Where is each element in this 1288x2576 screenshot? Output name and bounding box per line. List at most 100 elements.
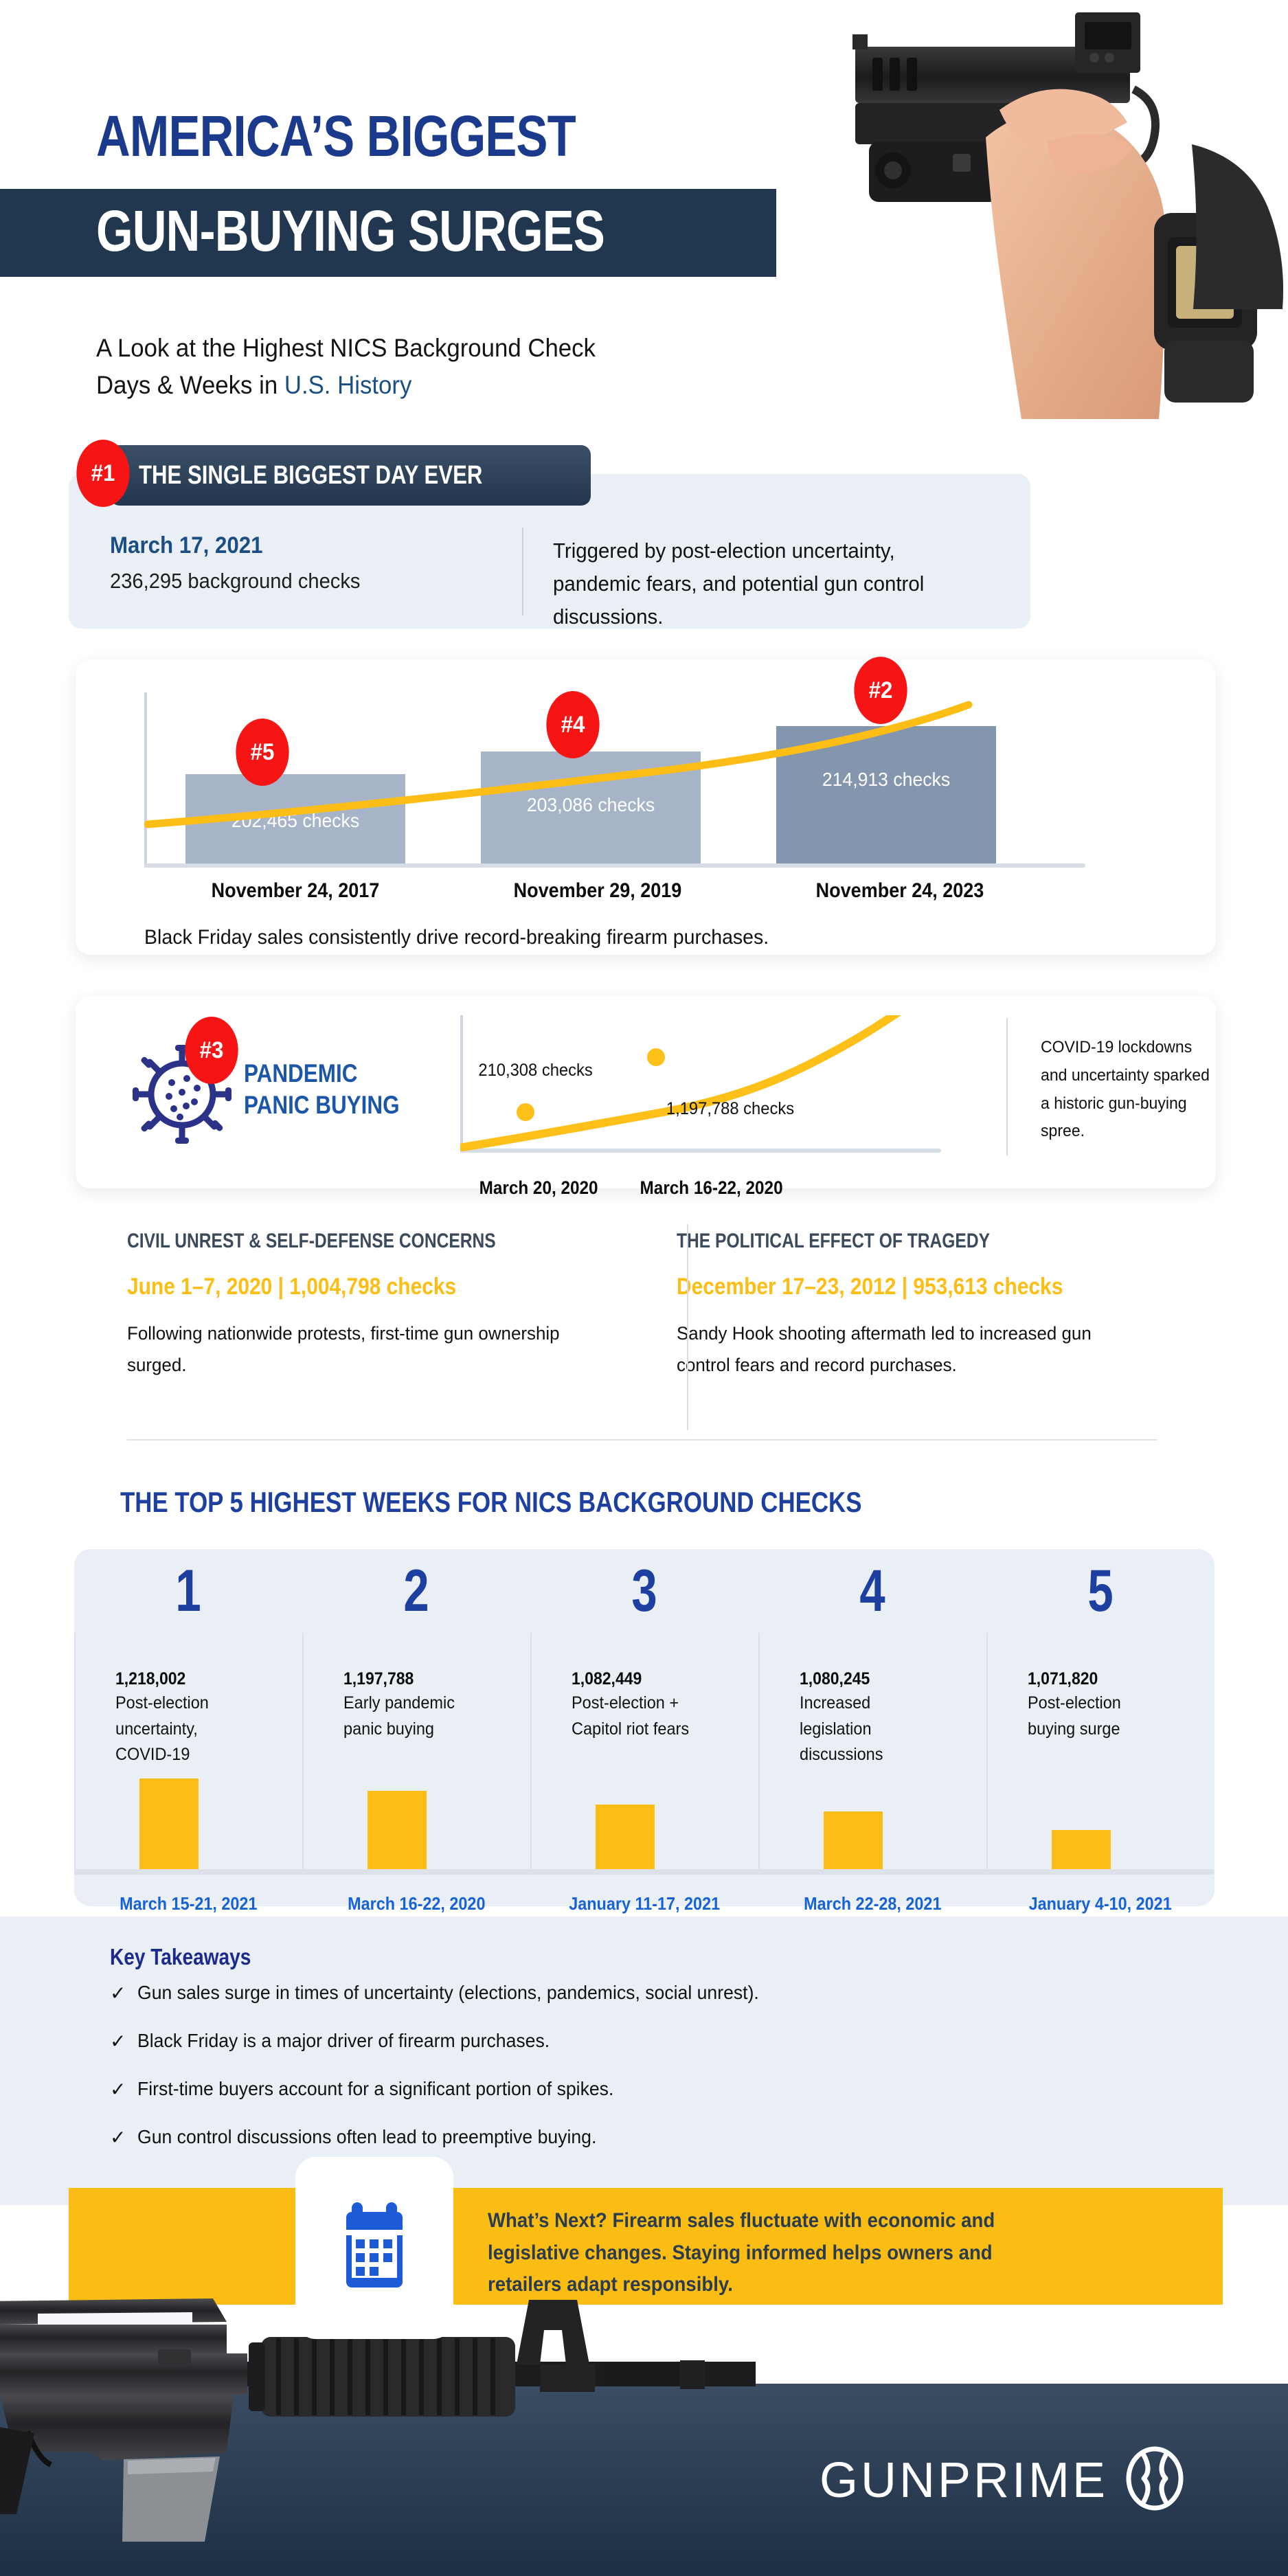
x-month-1: March 15-21,: [119, 1893, 222, 1914]
biggest-day-date: March 17, 2021: [110, 532, 263, 558]
pandemic-value-2: 1,197,788 checks: [666, 1099, 795, 1118]
rank-badge-1: #1: [76, 440, 130, 507]
top5-column-2: 2 1,197,788 Early pandemic panic buying: [302, 1549, 530, 1906]
column-divider: [530, 1633, 532, 1875]
check-icon: ✓: [110, 2079, 126, 2100]
ar15-rifle-photo: [0, 2287, 975, 2542]
civil-unrest-heading: CIVIL UNREST & SELF-DEFENSE CONCERNS: [127, 1230, 496, 1252]
pandemic-line: [460, 1015, 901, 1151]
handgun-photo: [752, 7, 1288, 419]
subtitle-prefix: Days & Weeks in: [96, 370, 284, 399]
top5-x-label-1: March 15-21, 2021: [74, 1893, 302, 1914]
rank-number-3: 3: [631, 1558, 657, 1624]
whats-next-text: What’s Next? Firearm sales fluctuate wit…: [488, 2209, 995, 2296]
top5-x-label-2: March 16-22, 2020: [302, 1893, 530, 1914]
rank-number-4: 4: [859, 1558, 885, 1624]
black-friday-note: Black Friday sales consistently drive re…: [144, 926, 769, 949]
crosshair-circle-icon: [1125, 2445, 1185, 2515]
rank-number-5: 5: [1087, 1558, 1114, 1624]
page-subtitle: A Look at the Highest NICS Background Ch…: [96, 330, 596, 403]
political-tragedy-heading: THE POLITICAL EFFECT OF TRAGEDY: [677, 1230, 991, 1252]
x-month-5: January 4-10,: [1028, 1893, 1137, 1914]
value-4: 1,080,245: [800, 1669, 870, 1688]
column-divider: [986, 1633, 988, 1875]
takeaway-item-3: First-time buyers account for a signific…: [137, 2078, 614, 2099]
column-divider: [74, 1633, 76, 1875]
two-column-section: CIVIL UNREST & SELF-DEFENSE CONCERNS Jun…: [127, 1230, 1157, 1408]
biggest-day-checks: 236,295 background checks: [110, 569, 361, 593]
subtitle-line-2: Days & Weeks in U.S. History: [96, 367, 596, 404]
pandemic-x-axis: [460, 1149, 941, 1153]
x-year-2: 2020: [449, 1893, 486, 1914]
civil-unrest-text: Following nationwide protests, first-tim…: [127, 1323, 560, 1375]
rank-number-1: 1: [175, 1558, 201, 1624]
pandemic-value-1: 210,308 checks: [478, 1061, 593, 1080]
column-civil-unrest: CIVIL UNREST & SELF-DEFENSE CONCERNS Jun…: [127, 1230, 608, 1381]
x-month-2: March 16-22,: [347, 1893, 450, 1914]
chart-y-axis: [144, 692, 147, 868]
pandemic-chart: 210,308 checks 1,197,788 checks March 20…: [460, 1015, 941, 1198]
chart-x-axis: [144, 863, 1085, 868]
pandemic-y-axis: [460, 1015, 463, 1153]
column-political-tragedy: THE POLITICAL EFFECT OF TRAGEDY December…: [677, 1230, 1157, 1381]
top5-x-label-4: March 22-28, 2021: [758, 1893, 986, 1914]
biggest-day-note: Triggered by post-election uncertainty, …: [553, 539, 925, 629]
rank-number-2: 2: [403, 1558, 429, 1624]
takeaway-item-4: Gun control discussions often lead to pr…: [137, 2126, 597, 2147]
top5-bar-5: [1052, 1830, 1111, 1875]
top5-column-4: 4 1,080,245 Increased legislation discus…: [758, 1549, 986, 1906]
title-band: [0, 189, 776, 277]
key-takeaways-title: Key Takeaways: [110, 1944, 251, 1969]
top5-bar-2: [368, 1791, 427, 1875]
page-title-line-1: AMERICA’S BIGGEST: [96, 104, 576, 168]
bar-2019: 203,086 checks: [481, 752, 701, 863]
pandemic-title-line-2: PANIC BUYING: [244, 1091, 400, 1120]
description-3: Post-election + Capitol riot fears: [572, 1693, 690, 1739]
pandemic-point-2: [647, 1048, 665, 1066]
biggest-day-divider: [522, 528, 523, 615]
x-label-2023: November 24, 2023: [815, 879, 984, 902]
column-divider: [758, 1633, 760, 1875]
rank-badge-2: #2: [854, 657, 907, 724]
x-month-3: January 11-17,: [569, 1893, 684, 1914]
description-2: Early pandemic panic buying: [343, 1693, 455, 1739]
rank-badge-5: #5: [236, 719, 289, 786]
description-4: Increased legislation discussions: [800, 1693, 883, 1764]
whats-next-banner: [69, 2188, 1223, 2305]
top5-axis: [74, 1869, 1214, 1875]
trend-line: [144, 701, 973, 828]
top5-bar-3: [596, 1805, 655, 1875]
pandemic-x-label-2: March 16-22, 2020: [640, 1177, 783, 1198]
top5-x-label-3: January 11-17, 2021: [530, 1893, 758, 1914]
takeaway-item-2: Black Friday is a major driver of firear…: [137, 2030, 550, 2051]
check-icon: ✓: [110, 2031, 126, 2052]
brand-wordmark: GUNPRIME: [819, 2452, 1108, 2508]
top5-column-3: 3 1,082,449 Post-election + Capitol riot…: [530, 1549, 758, 1906]
x-year-1: 2021: [221, 1893, 258, 1914]
top5-panel: 1 1,218,002 Post-election uncertainty, C…: [74, 1549, 1214, 1906]
x-label-2017: November 24, 2017: [211, 879, 380, 902]
section-rule: [127, 1439, 1157, 1440]
subtitle-link-us-history[interactable]: U.S. History: [284, 370, 412, 399]
description-1: Post-election uncertainty, COVID-19: [115, 1693, 209, 1764]
brand-logo: GUNPRIME: [820, 2445, 1185, 2515]
two-column-divider: [687, 1224, 688, 1430]
black-friday-chart: 202,465 checks 203,086 checks 214,913 ch…: [144, 692, 1085, 868]
calendar-icon: [295, 2157, 453, 2339]
check-icon: ✓: [110, 1982, 126, 2004]
rank-badge-4: #4: [546, 691, 600, 758]
top5-bar-1: [139, 1778, 199, 1875]
x-year-4: 2021: [905, 1893, 942, 1914]
pandemic-title-line-1: PANDEMIC: [244, 1059, 358, 1087]
pandemic-note: COVID-19 lockdowns and uncertainty spark…: [1041, 1038, 1210, 1141]
value-2: 1,197,788: [343, 1669, 414, 1688]
top5-x-label-5: January 4-10, 2021: [986, 1893, 1214, 1914]
pandemic-card: #3 PANDEMIC PANIC BUYING 210,308 checks …: [76, 996, 1216, 1198]
value-5: 1,071,820: [1028, 1669, 1098, 1688]
pandemic-title: PANDEMIC PANIC BUYING: [244, 1058, 400, 1122]
political-tragedy-text: Sandy Hook shooting aftermath led to inc…: [677, 1323, 1092, 1375]
value-1: 1,218,002: [115, 1669, 186, 1688]
key-takeaways-section: [0, 1917, 1288, 2205]
bar-label-2023: 214,913 checks: [822, 769, 951, 790]
